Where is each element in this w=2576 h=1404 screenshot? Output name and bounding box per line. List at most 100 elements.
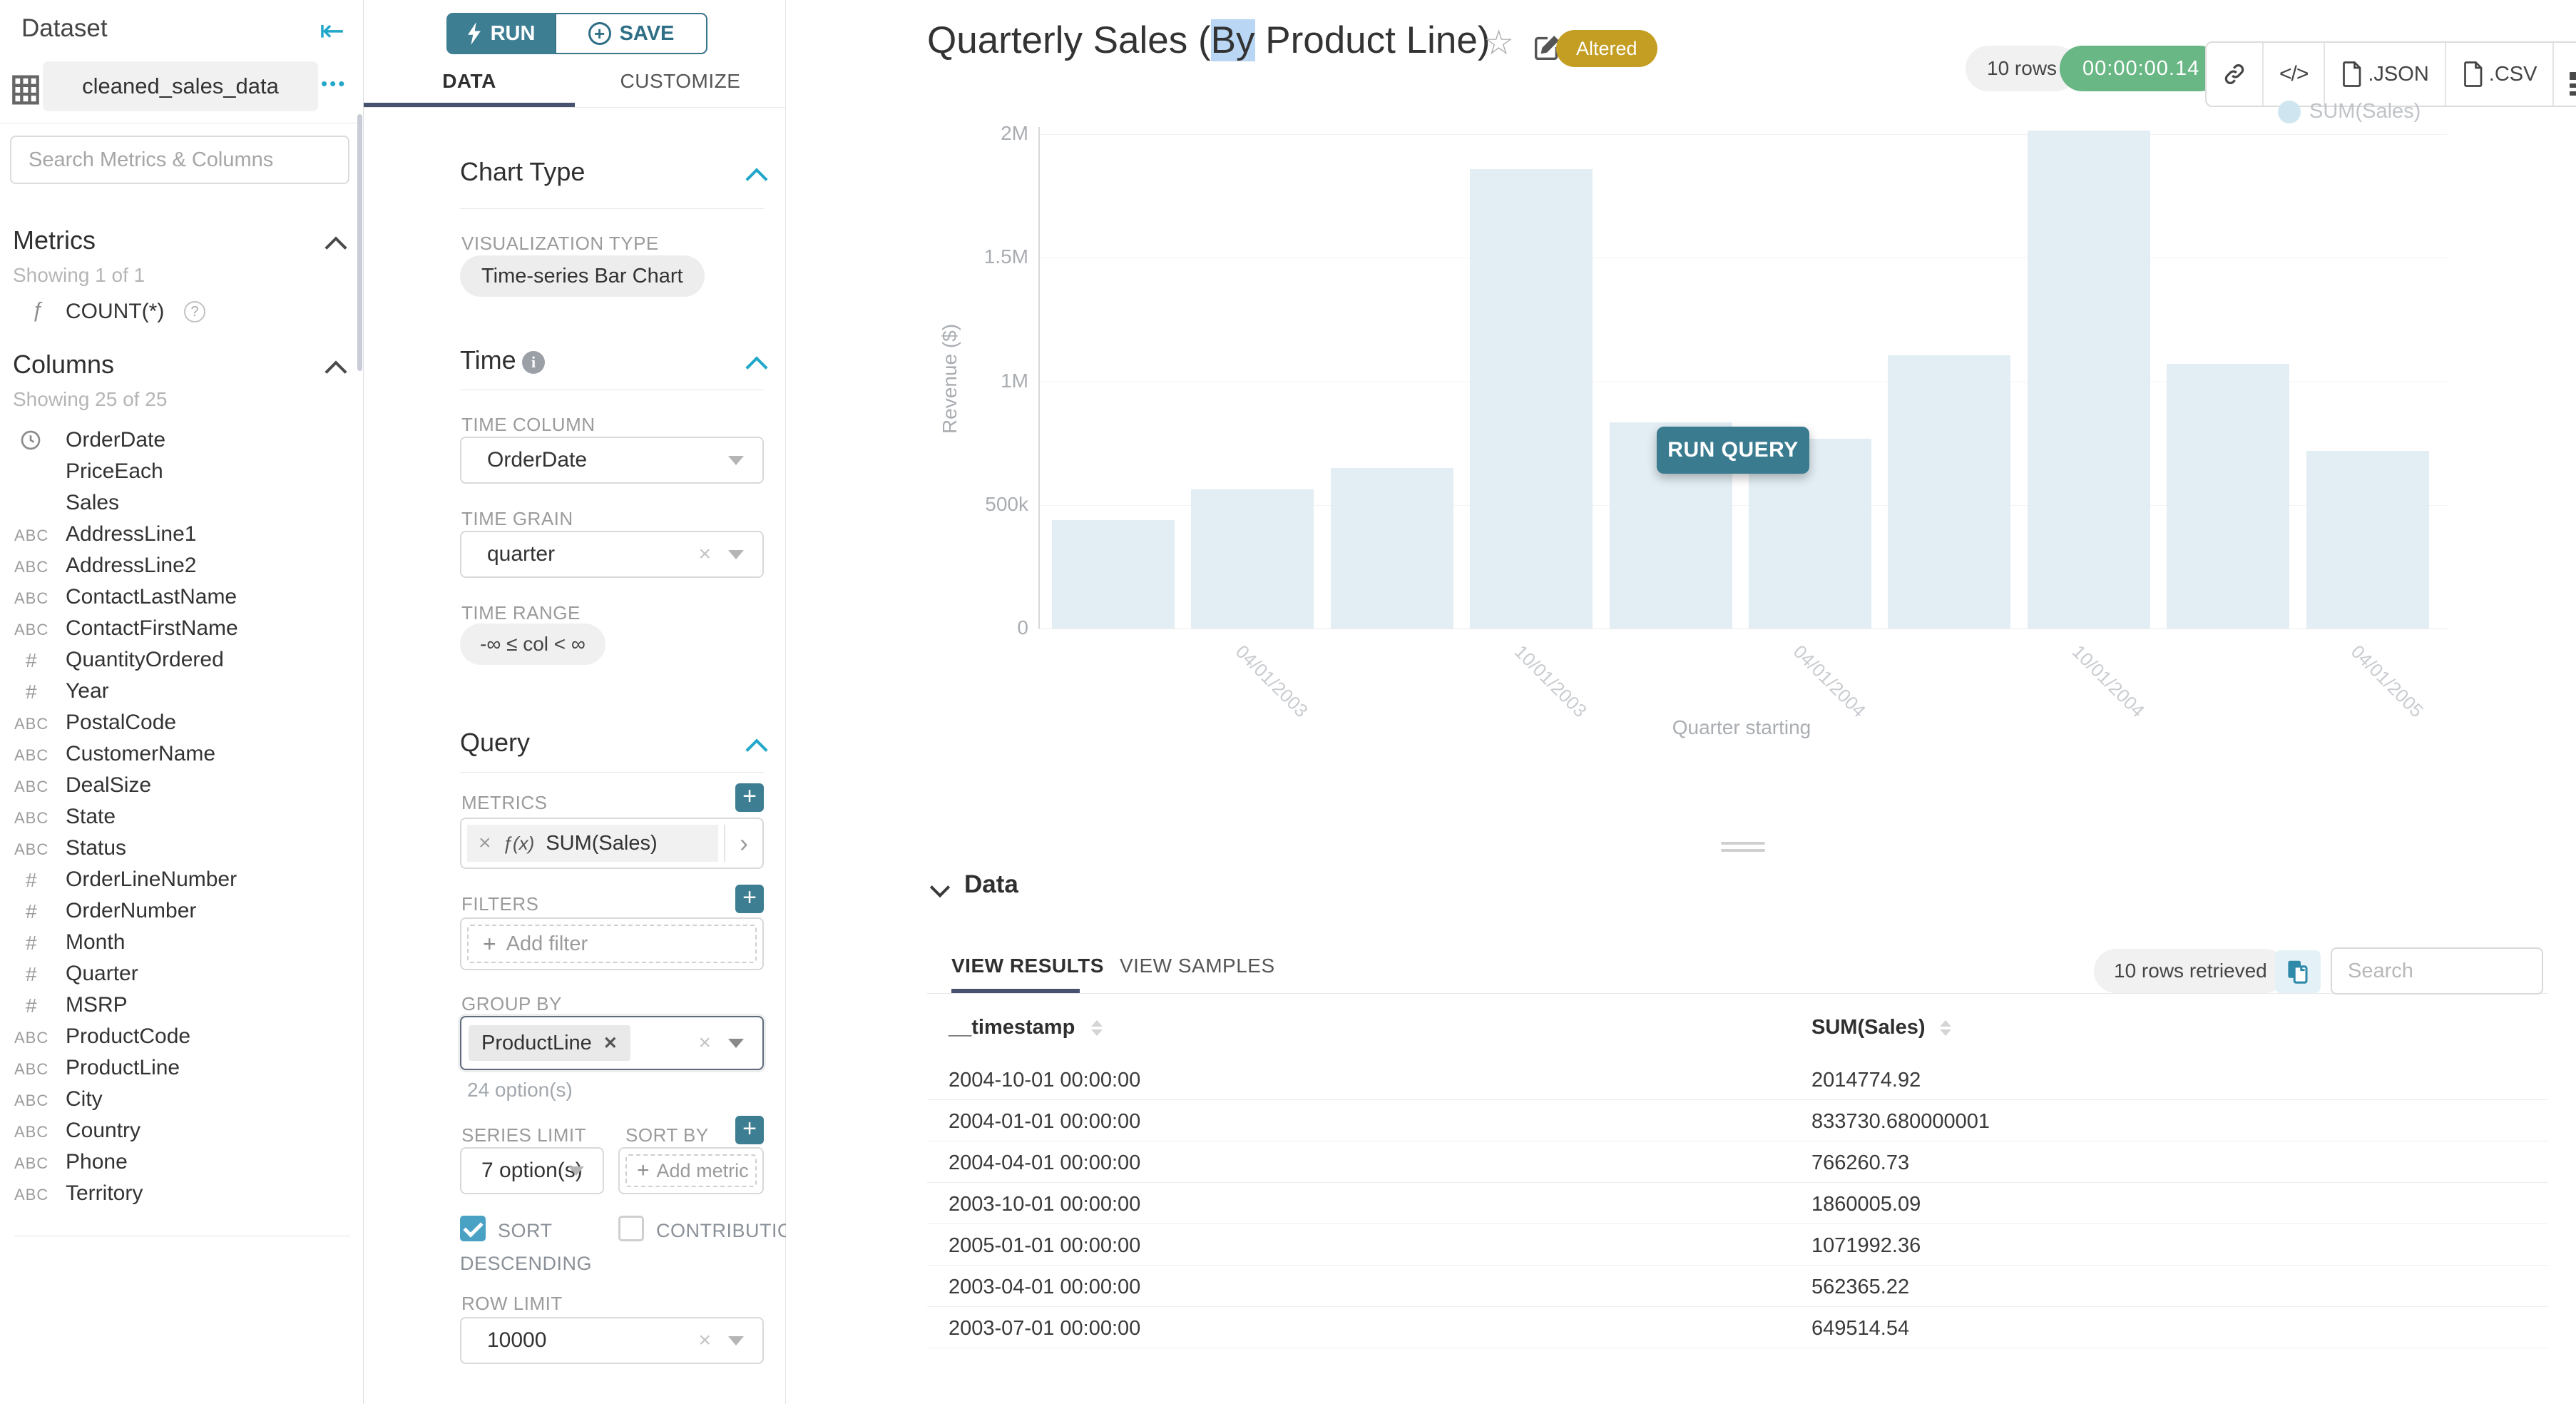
favorite-star-icon[interactable]: ☆ xyxy=(1483,24,1515,62)
column-item-ProductLine[interactable]: ABC ProductLine xyxy=(0,1053,364,1084)
clear-icon[interactable]: × xyxy=(698,1031,711,1054)
run-button[interactable]: RUN xyxy=(446,13,555,54)
add-filter-button[interactable]: + xyxy=(735,885,764,913)
copy-link-button[interactable] xyxy=(2207,43,2264,106)
sidebar-scrollbar[interactable] xyxy=(357,114,362,371)
bar-2003-07-01[interactable] xyxy=(1330,467,1453,629)
column-item-Sales[interactable]: Sales xyxy=(0,488,364,519)
chart-type-collapse-icon[interactable] xyxy=(745,168,768,190)
tab-view-results[interactable]: VIEW RESULTS xyxy=(951,955,1104,977)
column-item-Month[interactable]: # Month xyxy=(0,927,364,959)
bar-2003-01-01[interactable] xyxy=(1052,519,1175,629)
edit-title-icon[interactable] xyxy=(1530,31,1563,68)
column-item-OrderDate[interactable]: OrderDate xyxy=(0,425,364,457)
table-row[interactable]: 2004-01-01 00:00:00 833730.680000001 xyxy=(927,1100,2547,1141)
export-json-button[interactable]: .JSON xyxy=(2325,43,2446,106)
column-item-Country[interactable]: ABC Country xyxy=(0,1116,364,1147)
column-item-ContactLastName[interactable]: ABC ContactLastName xyxy=(0,582,364,614)
add-metric-button[interactable]: + xyxy=(735,783,764,812)
bar-2005-01-01[interactable] xyxy=(2167,363,2290,629)
y-tick-label: 1M xyxy=(1001,369,1028,392)
save-button[interactable]: + SAVE xyxy=(555,13,707,54)
column-item-Status[interactable]: ABC Status xyxy=(0,833,364,865)
table-row[interactable]: 2005-01-01 00:00:00 1071992.36 xyxy=(927,1224,2547,1266)
time-column-select[interactable]: OrderDate xyxy=(460,437,764,484)
group-by-tag[interactable]: ProductLine ✕ xyxy=(469,1025,630,1061)
group-by-label: GROUP BY xyxy=(461,993,562,1014)
column-item-Quarter[interactable]: # Quarter xyxy=(0,959,364,990)
tab-customize[interactable]: CUSTOMIZE xyxy=(620,70,741,92)
dataset-name[interactable]: cleaned_sales_data xyxy=(43,61,318,111)
remove-metric-icon[interactable]: × xyxy=(479,831,491,855)
info-icon[interactable]: i xyxy=(522,351,545,374)
contribution-checkbox[interactable] xyxy=(618,1216,644,1241)
column-item-OrderNumber[interactable]: # OrderNumber xyxy=(0,896,364,927)
results-search-input[interactable] xyxy=(2331,947,2543,994)
column-item-PriceEach[interactable]: PriceEach xyxy=(0,457,364,488)
tab-view-samples[interactable]: VIEW SAMPLES xyxy=(1120,955,1275,977)
data-section-collapse-icon[interactable] xyxy=(929,877,951,898)
bar-2005-04-01[interactable] xyxy=(2306,450,2429,629)
query-collapse-icon[interactable] xyxy=(745,738,768,761)
column-header-sum-sales[interactable]: SUM(Sales) xyxy=(1811,1016,1951,1039)
time-collapse-icon[interactable] xyxy=(745,356,768,379)
time-range-value[interactable]: -∞ ≤ col < ∞ xyxy=(460,624,605,665)
add-sort-metric-dropzone[interactable]: + Add metric xyxy=(625,1154,757,1187)
table-row[interactable]: 2003-10-01 00:00:00 1860005.09 xyxy=(927,1183,2547,1224)
metric-help-icon[interactable]: ? xyxy=(184,301,205,322)
dataset-more-menu-icon[interactable]: ••• xyxy=(321,73,347,94)
column-item-DealSize[interactable]: ABC DealSize xyxy=(0,770,364,802)
column-item-AddressLine2[interactable]: ABC AddressLine2 xyxy=(0,551,364,582)
column-item-State[interactable]: ABC State xyxy=(0,802,364,833)
column-item-AddressLine1[interactable]: ABC AddressLine1 xyxy=(0,519,364,551)
column-item-OrderLineNumber[interactable]: # OrderLineNumber xyxy=(0,865,364,896)
run-query-button[interactable]: RUN QUERY xyxy=(1657,427,1809,474)
tab-data[interactable]: DATA xyxy=(442,70,496,92)
visualization-type-value[interactable]: Time-series Bar Chart xyxy=(460,255,705,297)
column-item-QuantityOrdered[interactable]: # QuantityOrdered xyxy=(0,645,364,676)
clear-icon[interactable]: × xyxy=(698,1328,711,1352)
column-item-CustomerName[interactable]: ABC CustomerName xyxy=(0,739,364,770)
table-row[interactable]: 2003-04-01 00:00:00 562365.22 xyxy=(927,1266,2547,1307)
row-limit-select[interactable]: 10000 × xyxy=(460,1317,764,1364)
bar-2003-10-01[interactable] xyxy=(1470,168,1593,629)
search-metrics-columns-input[interactable] xyxy=(10,136,349,184)
bar-2004-07-01[interactable] xyxy=(1888,355,2011,629)
metrics-collapse-icon[interactable] xyxy=(324,236,347,259)
column-header-timestamp[interactable]: __timestamp xyxy=(949,1016,1103,1039)
metric-expand-icon[interactable]: › xyxy=(724,825,762,862)
columns-collapse-icon[interactable] xyxy=(324,360,347,383)
add-filter-dropzone[interactable]: + Add filter xyxy=(467,925,757,963)
column-item-MSRP[interactable]: # MSRP xyxy=(0,990,364,1022)
column-item-City[interactable]: ABC City xyxy=(0,1084,364,1116)
add-sort-metric-button[interactable]: + xyxy=(735,1116,764,1144)
table-row[interactable]: 2004-10-01 00:00:00 2014774.92 xyxy=(927,1059,2547,1100)
chart-menu-button[interactable] xyxy=(2554,43,2576,106)
metric-pill[interactable]: × ƒ(x) SUM(Sales) xyxy=(467,825,718,862)
column-item-ProductCode[interactable]: ABC ProductCode xyxy=(0,1022,364,1053)
sort-descending-checkbox[interactable] xyxy=(460,1216,486,1241)
bar-2003-04-01[interactable] xyxy=(1191,489,1314,629)
export-csv-button[interactable]: .CSV xyxy=(2446,43,2555,106)
column-item-PostalCode[interactable]: ABC PostalCode xyxy=(0,708,364,739)
remove-tag-icon[interactable]: ✕ xyxy=(603,1033,618,1053)
time-grain-select[interactable]: quarter × xyxy=(460,531,764,578)
text-type-icon: ABC xyxy=(14,715,49,733)
column-item-Phone[interactable]: ABC Phone xyxy=(0,1147,364,1179)
altered-badge[interactable]: Altered xyxy=(1556,30,1657,67)
column-item-Territory[interactable]: ABC Territory xyxy=(0,1179,364,1210)
column-item-ContactFirstName[interactable]: ABC ContactFirstName xyxy=(0,614,364,645)
chart-legend[interactable]: SUM(Sales) xyxy=(2278,100,2421,123)
bar-2004-10-01[interactable] xyxy=(2027,130,2150,629)
column-item-Year[interactable]: # Year xyxy=(0,676,364,708)
embed-code-button[interactable]: </> xyxy=(2264,43,2326,106)
group-by-select[interactable]: ProductLine ✕ × xyxy=(460,1016,764,1070)
chart-title[interactable]: Quarterly Sales (By Product Line) xyxy=(927,19,1491,61)
copy-data-button[interactable] xyxy=(2275,950,2321,993)
collapse-sidebar-icon[interactable]: ⇤ xyxy=(320,14,345,47)
table-row[interactable]: 2003-07-01 00:00:00 649514.54 xyxy=(927,1307,2547,1348)
metric-item[interactable]: ƒ COUNT(*) ? xyxy=(0,297,364,328)
table-row[interactable]: 2004-04-01 00:00:00 766260.73 xyxy=(927,1141,2547,1183)
clear-icon[interactable]: × xyxy=(698,542,711,566)
series-limit-select[interactable]: 7 option(s) xyxy=(460,1147,604,1194)
